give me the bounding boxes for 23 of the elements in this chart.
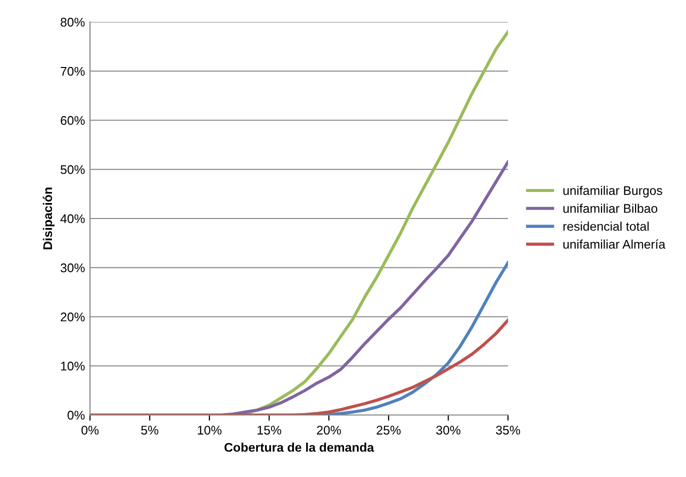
y-tick-label: 80% xyxy=(60,18,85,27)
x-axis-title: Cobertura de la demanda xyxy=(224,442,374,452)
x-tick-label: 5% xyxy=(141,426,158,435)
y-tick-label: 40% xyxy=(60,214,85,224)
x-tick-label: 15% xyxy=(258,426,282,435)
y-tick-label: 70% xyxy=(60,66,85,76)
y-axis-title: Disipación xyxy=(42,188,55,250)
x-tick-label: 20% xyxy=(316,426,341,435)
legend-label: unifamiliar Almería xyxy=(563,239,666,249)
legend-label: unifamiliar Burgos xyxy=(563,186,662,198)
y-tick-label: 30% xyxy=(60,263,85,272)
y-tick-label: 50% xyxy=(60,165,85,174)
x-tick-label: 0% xyxy=(81,426,99,435)
y-tick-label: 10% xyxy=(61,362,85,371)
x-tick-label: 35% xyxy=(496,426,520,435)
y-tick-label: 0% xyxy=(68,410,85,420)
x-tick-label: 10% xyxy=(198,426,222,435)
x-tick-label: 25% xyxy=(376,426,401,435)
y-tick-label: 20% xyxy=(60,312,85,322)
y-tick-label: 60% xyxy=(60,116,85,125)
x-tick-label: 30% xyxy=(436,426,460,435)
legend-label: residencial total xyxy=(563,222,649,231)
legend-label: unifamiliar Bilbao xyxy=(563,204,658,213)
